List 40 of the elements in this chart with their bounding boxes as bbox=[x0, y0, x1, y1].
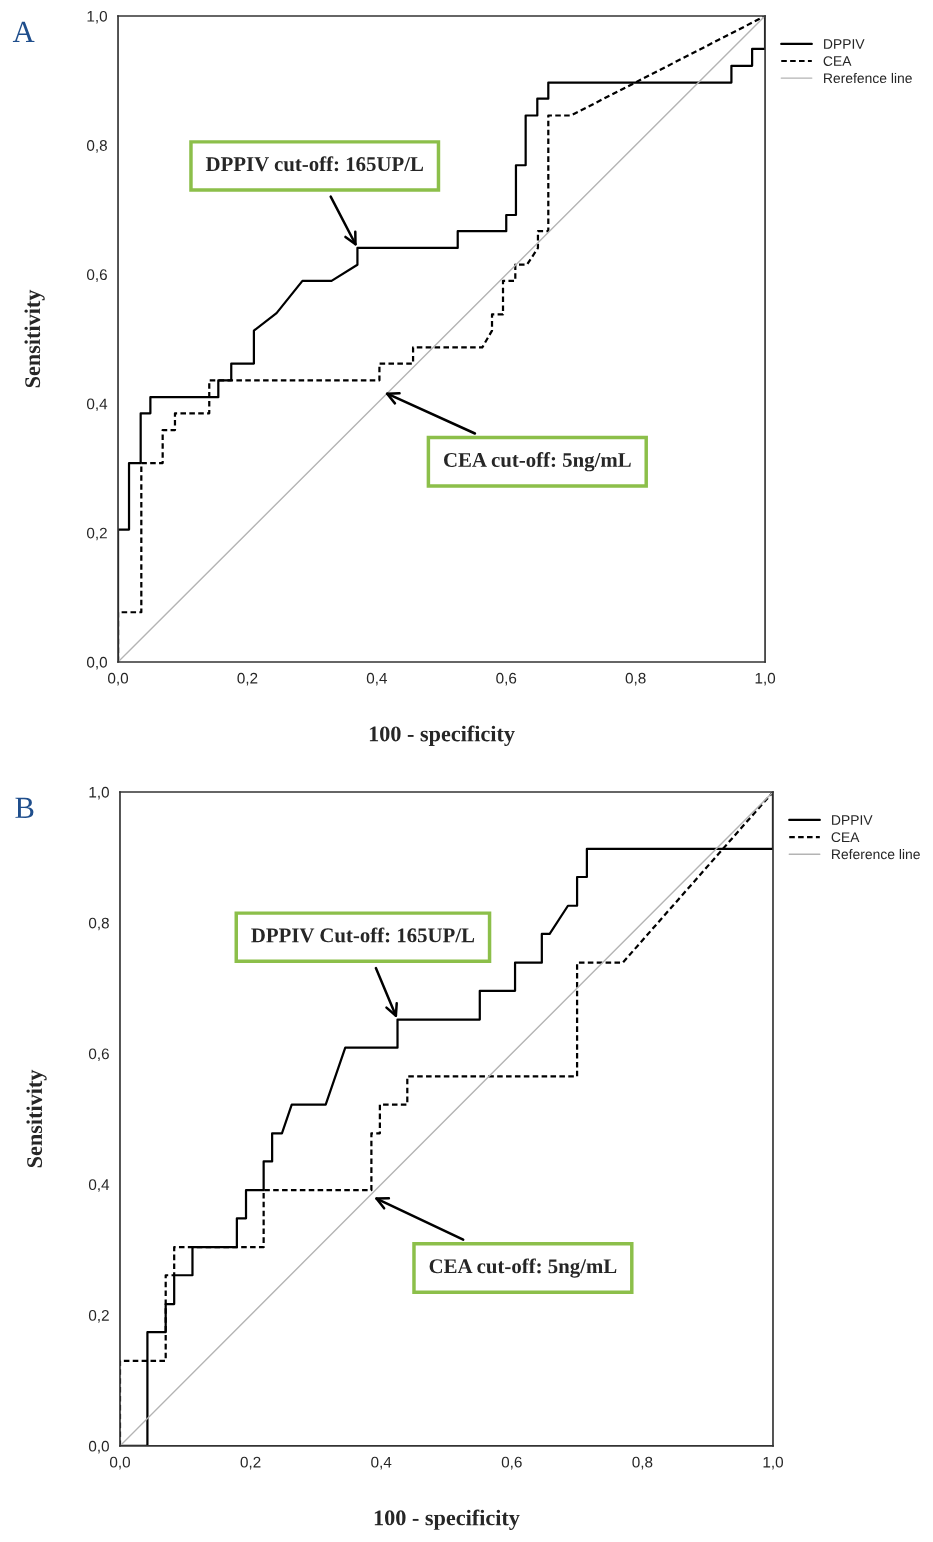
y-tick-label: 0,4 bbox=[86, 398, 108, 412]
y-tick-label: 0,6 bbox=[86, 269, 107, 282]
annotation: CEA cut-off: 5ng/mL bbox=[429, 1258, 617, 1278]
annotation: DPPIV Cut-off: 165UP/L bbox=[251, 927, 475, 943]
y-tick-label: 0,0 bbox=[86, 656, 108, 670]
legend-label: CEA bbox=[823, 56, 852, 66]
x-tick-label: 0,4 bbox=[371, 1456, 392, 1470]
x-tick-label: 0,2 bbox=[240, 1456, 261, 1470]
y-tick-label: 0,0 bbox=[88, 1440, 109, 1454]
legend-label: Reference line bbox=[832, 849, 920, 860]
annotation: DPPIV cut-off: 165UP/L bbox=[205, 156, 424, 172]
chart-title: A bbox=[12, 21, 35, 42]
y-tick-label: 0,2 bbox=[88, 1310, 109, 1323]
y-tick-label: 1,0 bbox=[89, 786, 109, 800]
legend-label: CEA bbox=[831, 832, 860, 843]
x-tick-label: 0,8 bbox=[625, 672, 646, 686]
x-tick-label: 0,6 bbox=[496, 672, 517, 686]
x-tick-label: 0,4 bbox=[366, 672, 388, 686]
y-tick-label: 0,6 bbox=[88, 1048, 109, 1062]
x-tick-label: 0,8 bbox=[632, 1456, 653, 1470]
y-axis-title: Sensitivity bbox=[26, 1069, 47, 1168]
y-tick-label: 1,0 bbox=[87, 10, 108, 24]
y-axis-title: Sensitivity bbox=[24, 289, 45, 388]
legend-label: DPPIV bbox=[824, 39, 865, 49]
x-tick-label: 0,6 bbox=[501, 1456, 522, 1470]
annotation: CEA cut-off: 5ng/mL bbox=[444, 452, 631, 472]
legend-label: DPPIV bbox=[832, 815, 873, 825]
x-axis-title: 100 - specificity bbox=[369, 725, 515, 746]
x-axis-title: 100 - specificity bbox=[374, 1509, 520, 1530]
y-tick-label: 0,2 bbox=[86, 527, 107, 541]
x-tick-label: 1,0 bbox=[763, 1456, 784, 1470]
chart-title: B bbox=[15, 797, 34, 818]
x-tick-label: 1,0 bbox=[755, 672, 776, 686]
legend-label: Rerefence line bbox=[824, 72, 912, 84]
x-tick-label: 0,0 bbox=[109, 1456, 131, 1470]
y-tick-label: 0,8 bbox=[88, 917, 109, 931]
y-tick-label: 0,8 bbox=[86, 140, 107, 153]
x-tick-label: 0,2 bbox=[237, 672, 258, 686]
x-tick-label: 0,0 bbox=[108, 672, 129, 686]
y-tick-label: 0,4 bbox=[88, 1179, 110, 1192]
